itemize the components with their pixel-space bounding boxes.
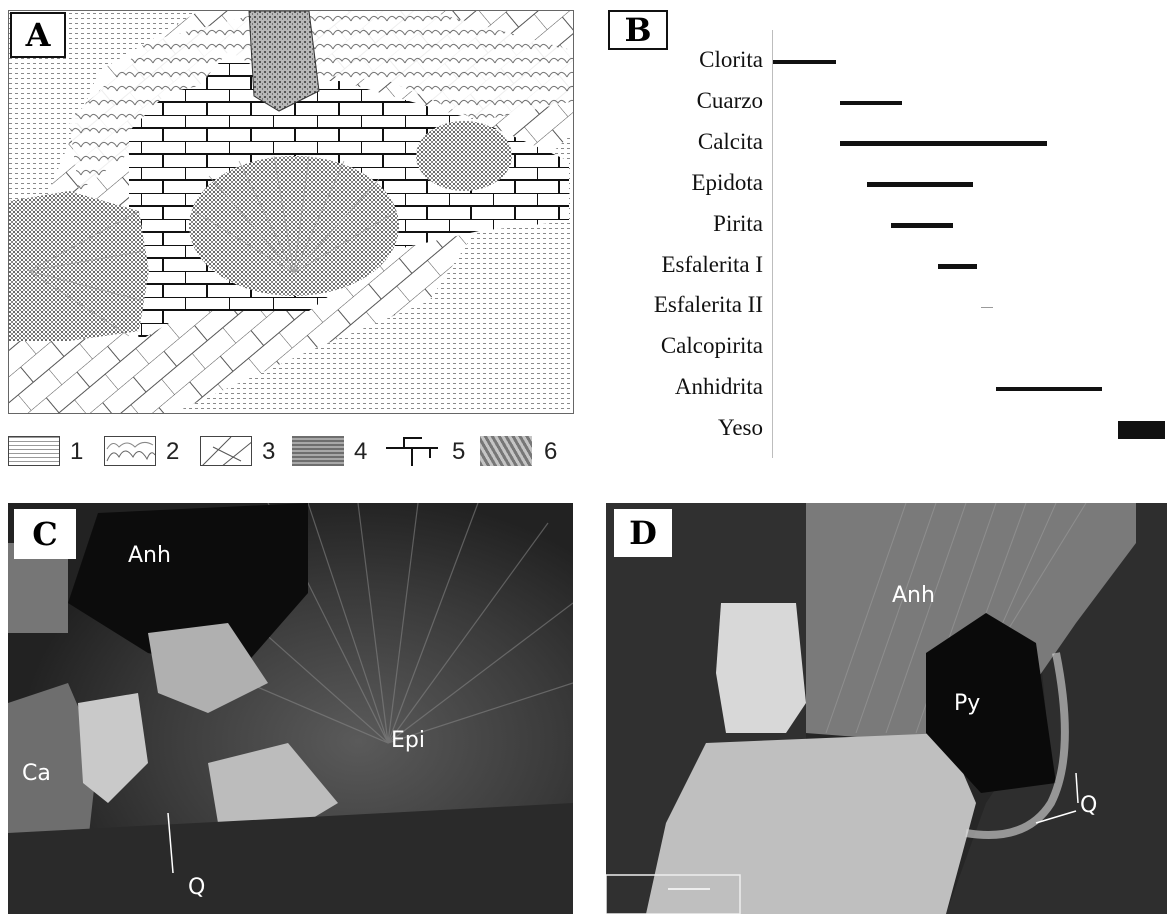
panel-d-micrograph: Anh Py Q <box>606 503 1167 914</box>
micrograph-c-image <box>8 503 573 914</box>
label-anh: Anh <box>892 583 935 608</box>
mineral-duration-bar <box>1117 421 1165 440</box>
radial-fan-lines <box>193 155 398 274</box>
radiating-crystals <box>177 503 573 744</box>
legend-number: 5 <box>452 438 466 465</box>
panel-a-sketch <box>8 10 574 414</box>
mineral-label: Calcita <box>697 128 763 154</box>
coarse-stipple-icon <box>480 436 532 466</box>
mineral-duration-bar <box>773 60 836 64</box>
mineral-duration-bar <box>890 223 954 229</box>
label-py: Py <box>954 691 981 716</box>
mineral-label: Esfalerita I <box>661 251 763 277</box>
mineral-duration-bar <box>839 100 903 105</box>
legend-number: 2 <box>166 438 180 465</box>
mineral-label: Anhidrita <box>674 374 763 400</box>
label-anh: Anh <box>128 543 171 568</box>
mineral-label: Clorita <box>699 47 763 72</box>
mineral-label: Calcopirita <box>660 333 763 359</box>
mineral-label: Epidota <box>691 169 763 195</box>
mineral-label: Esfalerita II <box>653 292 763 318</box>
panel-c-label: C <box>14 509 76 559</box>
fine-dots-icon <box>8 436 60 466</box>
label-q: Q <box>1080 793 1098 818</box>
mineral-duration-bar <box>839 141 1048 147</box>
bladed-crystal-icon <box>200 436 252 466</box>
micrograph-d-image <box>606 503 1167 914</box>
mineral-duration-bar <box>980 306 993 308</box>
mineral-label: Pirita <box>713 210 763 236</box>
paragenesis-axis <box>772 30 773 458</box>
mineral-duration-bar <box>996 387 1103 392</box>
mineral-label: Yeso <box>718 415 763 441</box>
legend-number: 6 <box>544 438 558 465</box>
sketch-legend: 1 2 3 4 5 6 <box>8 428 574 480</box>
legend-number: 4 <box>354 438 368 465</box>
mineral-duration-bar <box>937 264 977 269</box>
panel-c-micrograph: Anh Epi Ca Q <box>8 503 573 914</box>
label-ca: Ca <box>22 761 51 786</box>
panel-d-label: D <box>614 509 672 557</box>
dense-hatch-icon <box>292 436 344 466</box>
label-q: Q <box>188 875 206 900</box>
legend-number: 1 <box>70 438 84 465</box>
scalloped-crust-icon <box>104 436 156 466</box>
legend-number: 3 <box>262 438 276 465</box>
panel-b-label: B <box>608 10 668 50</box>
mineral-duration-bar <box>867 182 973 188</box>
label-epi: Epi <box>391 728 425 753</box>
brick-icon <box>386 436 438 466</box>
mineral-label: Cuarzo <box>696 87 763 113</box>
panel-a-label: A <box>10 12 66 58</box>
panel-b-paragenesis-chart: B Clorita Cuarzo Calcita Epidota Pirita Esfal… <box>600 0 1167 470</box>
vein-sketch-drawing <box>9 11 573 413</box>
